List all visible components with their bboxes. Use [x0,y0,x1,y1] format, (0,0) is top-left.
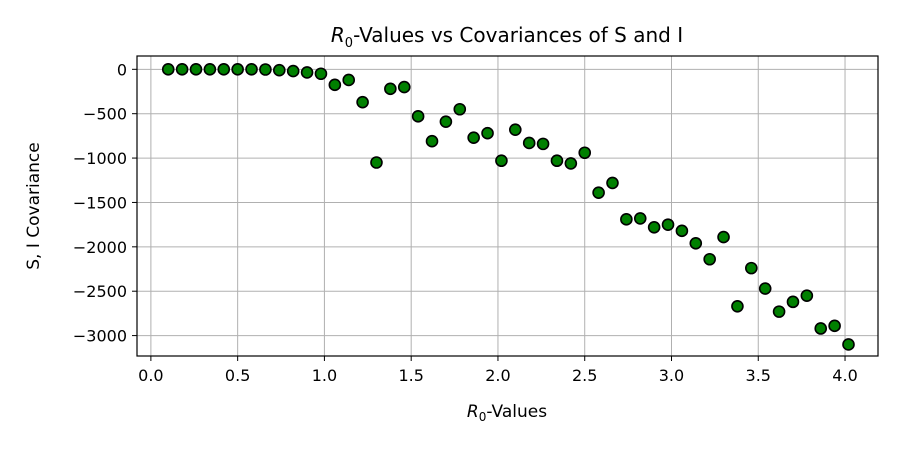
data-point [578,146,592,160]
data-point [772,305,786,318]
data-point [495,154,508,168]
x-tick-label: 4.0 [832,366,857,385]
y-tick-label: −1000 [73,149,127,168]
data-point [397,80,411,94]
x-tick-label: 3.5 [746,366,771,385]
x-tick-label: 0.0 [138,366,163,385]
data-point [675,224,689,238]
data-point [203,63,217,76]
data-point [467,131,480,144]
data-point [481,126,494,140]
data-point [606,176,619,190]
data-point [745,261,758,275]
y-tick-label: 0 [117,60,127,79]
x-axis-ticks: 0.0 0.5 1.0 1.5 2.0 2.5 3.0 3.5 4.0 [138,356,858,385]
data-point [342,73,356,87]
grid [137,56,878,356]
data-point [592,186,605,199]
data-point [536,137,550,151]
data-point [272,63,286,77]
x-tick-label: 1.5 [398,366,423,385]
data-point [522,136,536,150]
data-point [828,319,841,333]
data-point [175,63,189,76]
data-point [439,115,453,128]
data-point [286,64,300,78]
y-tick-label: −500 [83,105,127,124]
data-point [231,63,244,76]
y-axis-ticks: 0 −500 −1000 −1500 −2000 −2500 −3000 [73,60,137,346]
x-axis-label: R0-Values [467,402,547,424]
data-point [189,63,203,76]
data-point [161,63,175,76]
y-axis-label: S, I Covariance [24,142,44,269]
data-point [217,63,231,76]
data-point [356,95,369,109]
data-point [633,212,647,225]
data-point [453,102,467,116]
data-point [717,230,730,244]
data-point [814,322,828,335]
data-point [384,82,397,96]
x-tick-label: 2.5 [572,366,597,385]
data-point [425,134,439,148]
x-tick-label: 3.0 [659,366,684,385]
data-point [550,154,564,168]
plot-frame [136,55,879,357]
data-point [786,295,800,309]
data-points [161,63,855,351]
y-tick-label: −2500 [73,282,127,301]
data-point [620,213,633,226]
data-point [370,156,383,169]
x-tick-label: 0.5 [225,366,250,385]
x-tick-label: 1.0 [312,366,337,385]
data-point [842,338,855,351]
data-point [758,282,772,295]
y-tick-label: −1500 [73,193,127,212]
data-point [703,252,716,266]
data-point [411,110,425,123]
data-point [300,66,314,79]
data-point [509,123,522,136]
data-point [647,221,661,234]
y-tick-label: −3000 [73,327,127,346]
data-point [689,236,703,250]
data-point [564,157,578,170]
data-point [731,299,744,313]
data-point [800,289,814,302]
data-point [259,63,272,76]
chart-title: R0-Values vs Covariances of S and I [331,23,683,51]
x-tick-label: 2.0 [485,366,510,385]
data-point [245,63,258,76]
y-tick-label: −2000 [73,238,127,257]
data-point [314,67,328,81]
data-point [661,218,675,231]
data-point [328,78,342,92]
